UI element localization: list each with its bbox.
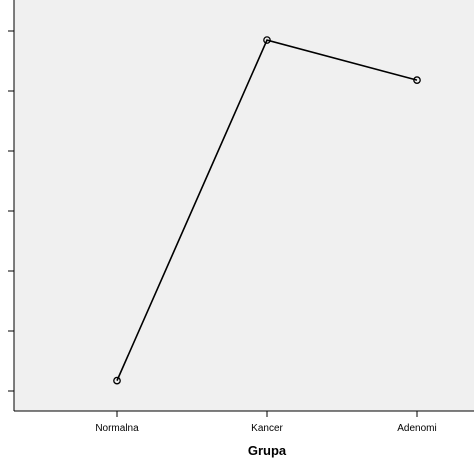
x-axis-title: Grupa [248, 443, 287, 458]
x-tick-label: Kancer [251, 423, 283, 434]
x-axis-ticks: Normalna Kancer Adenomi [95, 411, 437, 434]
data-point [413, 76, 421, 84]
series-line [116, 39, 418, 381]
data-point [113, 376, 121, 385]
data-point [263, 36, 271, 44]
x-tick-label: Normalna [95, 423, 139, 434]
x-tick-label: Adenomi [397, 423, 436, 434]
plot-area [14, 0, 474, 411]
series-group [113, 36, 421, 385]
y-axis-ticks [8, 30, 14, 392]
